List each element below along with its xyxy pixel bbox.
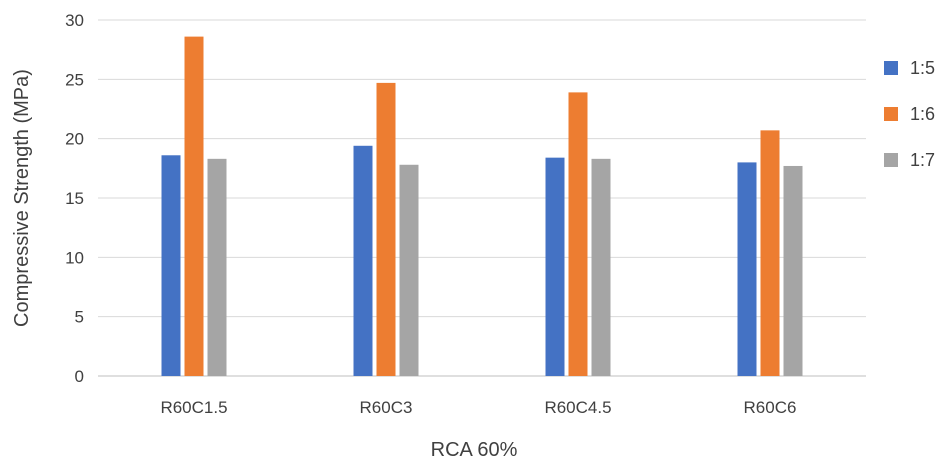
legend-swatch bbox=[884, 153, 898, 167]
legend-label: 1:6 bbox=[910, 104, 935, 124]
bar-R60C4.5-1:6 bbox=[568, 92, 588, 377]
y-tick-label: 20 bbox=[65, 130, 84, 149]
bar-R60C1.5-1:6 bbox=[184, 36, 204, 376]
x-tick-label: R60C4.5 bbox=[544, 398, 611, 417]
bars bbox=[161, 36, 803, 377]
bar-R60C3-1:6 bbox=[376, 82, 396, 376]
x-tick-label: R60C6 bbox=[744, 398, 797, 417]
y-axis-title: Compressive Strength (MPa) bbox=[11, 69, 33, 327]
y-tick-label: 0 bbox=[75, 367, 84, 386]
legend-label: 1:7 bbox=[910, 150, 935, 170]
bar-R60C6-1:5 bbox=[737, 162, 757, 376]
bar-R60C1.5-1:5 bbox=[161, 155, 181, 376]
y-axis-ticks: 0 5 10 15 20 25 30 bbox=[65, 11, 84, 386]
bar-R60C3-1:5 bbox=[353, 145, 373, 376]
bar-R60C1.5-1:7 bbox=[207, 158, 227, 376]
x-axis-ticks: R60C1.5 R60C3 R60C4.5 R60C6 bbox=[160, 398, 796, 417]
bar-R60C4.5-1:5 bbox=[545, 157, 565, 376]
x-axis-title: RCA 60% bbox=[431, 439, 518, 461]
y-tick-label: 25 bbox=[65, 70, 84, 89]
legend-swatch bbox=[884, 61, 898, 75]
y-tick-label: 10 bbox=[65, 248, 84, 267]
x-tick-label: R60C1.5 bbox=[160, 398, 227, 417]
y-tick-label: 15 bbox=[65, 189, 84, 208]
legend-swatch bbox=[884, 107, 898, 121]
bar-R60C4.5-1:7 bbox=[591, 158, 611, 376]
bar-R60C3-1:7 bbox=[399, 164, 419, 376]
legend: 1:5 1:6 1:7 bbox=[884, 58, 935, 170]
y-tick-label: 30 bbox=[65, 11, 84, 30]
legend-label: 1:5 bbox=[910, 58, 935, 78]
bar-R60C6-1:6 bbox=[760, 130, 780, 376]
y-tick-label: 5 bbox=[75, 308, 84, 327]
x-tick-label: R60C3 bbox=[360, 398, 413, 417]
bar-R60C6-1:7 bbox=[783, 165, 803, 376]
